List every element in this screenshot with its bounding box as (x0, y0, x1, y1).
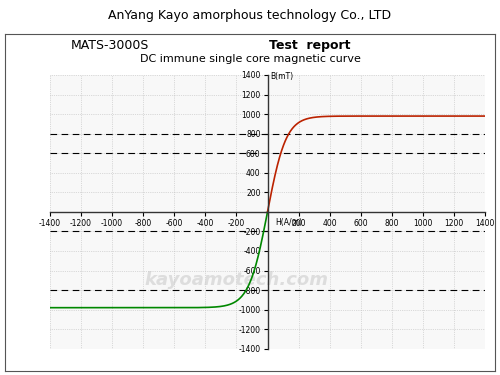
Text: DC immune single core magnetic curve: DC immune single core magnetic curve (140, 54, 360, 64)
Text: H(A/m): H(A/m) (276, 218, 302, 227)
Text: kayoamotech.com: kayoamotech.com (144, 272, 328, 290)
Text: Test  report: Test report (269, 39, 351, 53)
Text: B(mT): B(mT) (270, 72, 293, 81)
Text: MATS-3000S: MATS-3000S (71, 39, 149, 53)
Text: AnYang Kayo amorphous technology Co., LTD: AnYang Kayo amorphous technology Co., LT… (108, 9, 392, 22)
